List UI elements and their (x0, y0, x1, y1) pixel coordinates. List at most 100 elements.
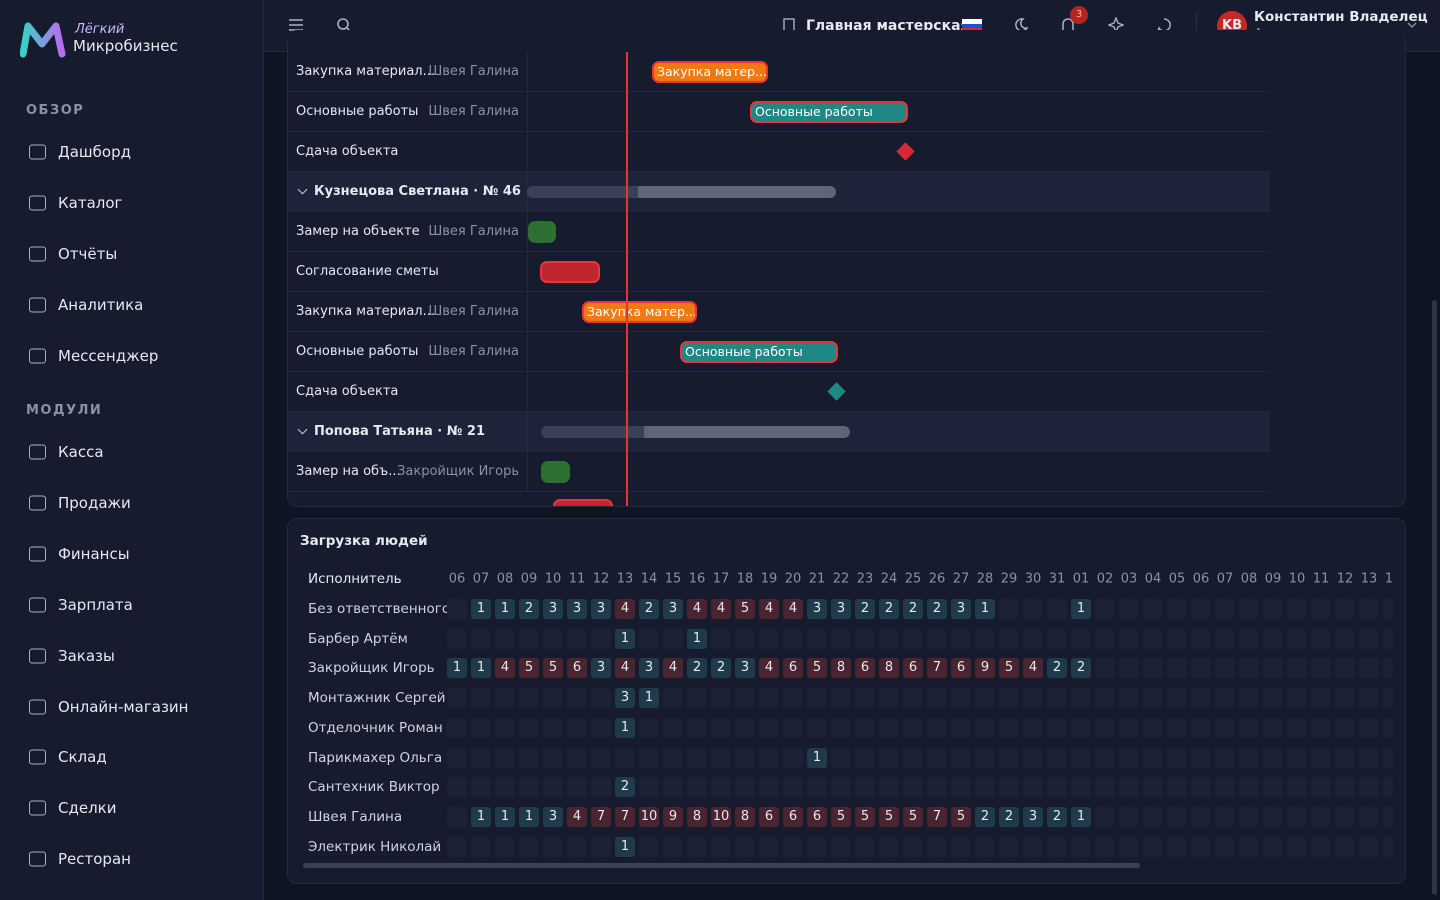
gantt-bar[interactable]: Основные работы (750, 101, 908, 123)
load-cell: 5 (831, 807, 851, 827)
day-label: 03 (1120, 571, 1138, 587)
task-row: Закупка материал... Швея Галина Закупка ма… (288, 52, 1270, 92)
load-cell (783, 777, 803, 797)
load-cell: 1 (615, 718, 635, 738)
load-cell (1359, 688, 1379, 708)
nav-icon[interactable] (29, 800, 46, 816)
day-label: 04 (1144, 571, 1162, 587)
load-cell (1119, 837, 1139, 857)
load-cell (975, 688, 995, 708)
load-cell (615, 748, 635, 768)
task-name: Сдача объекта (296, 384, 399, 399)
chevron[interactable] (1407, 22, 1417, 29)
chat-icon[interactable] (1156, 17, 1172, 33)
load-cell (831, 629, 851, 649)
day-label: 11 (568, 571, 586, 587)
day-label: 18 (736, 571, 754, 587)
nav-item[interactable]: Заказы (58, 646, 115, 665)
day-label: 29 (1000, 571, 1018, 587)
load-cell (759, 629, 779, 649)
nav-item[interactable]: Сделки (58, 799, 117, 818)
logo-top: Лёгкий (75, 22, 125, 37)
load-cell (567, 688, 587, 708)
load-cell (1383, 599, 1393, 619)
load-cell: 9 (663, 807, 683, 827)
load-cell (1119, 599, 1139, 619)
gantt-bar[interactable]: Закупка матер... (582, 301, 697, 323)
nav-icon[interactable] (29, 348, 46, 364)
day-label: 24 (880, 571, 898, 587)
load-cell (1095, 629, 1115, 649)
load-cell (879, 748, 899, 768)
load-cell: 4 (663, 658, 683, 678)
assignee-name: Электрик Николай (308, 839, 442, 855)
nav-item[interactable]: Мессенджер (58, 346, 159, 365)
load-cell (879, 688, 899, 708)
nav-icon[interactable] (29, 648, 46, 664)
load-cell (999, 777, 1019, 797)
load-cell (471, 748, 491, 768)
nav-item[interactable]: Касса (58, 443, 104, 461)
nav-item[interactable]: Каталог (58, 193, 123, 212)
gantt-bar[interactable]: Основные работы (680, 341, 838, 363)
nav-icon[interactable] (29, 444, 46, 460)
nav-item[interactable]: Дашборд (58, 143, 131, 161)
nav-icon[interactable] (29, 546, 46, 562)
nav-icon[interactable] (29, 495, 46, 511)
load-cell (663, 688, 683, 708)
task-row: Основные работы Швея Галина Основные работ… (288, 92, 1270, 132)
load-cell (903, 837, 923, 857)
nav-icon[interactable] (29, 699, 46, 714)
load-cell (759, 777, 779, 797)
nav-icon[interactable] (29, 749, 46, 765)
load-cell (1239, 688, 1259, 708)
load-cell (1263, 807, 1283, 827)
nav-item[interactable]: Отчёты (58, 244, 118, 263)
load-cell (1215, 807, 1235, 827)
nav-item[interactable]: Аналитика (58, 295, 144, 314)
load-cell (1263, 777, 1283, 797)
load-cell: 1 (1071, 807, 1091, 827)
nav-item[interactable]: Продажи (58, 493, 131, 512)
load-cell: 1 (615, 629, 635, 649)
load-cell (1359, 718, 1379, 738)
nav-item[interactable]: Финансы (58, 544, 130, 563)
load-cell (1095, 807, 1115, 827)
load-cell (1215, 688, 1235, 708)
load-cell (783, 837, 803, 857)
nav-icon[interactable] (29, 297, 46, 313)
gantt-bar[interactable] (540, 261, 600, 283)
load-cell (447, 718, 467, 738)
load-cell (855, 718, 875, 738)
nav-item[interactable]: Ресторан (58, 850, 131, 869)
load-cell: 2 (1047, 658, 1067, 678)
load-cell (591, 718, 611, 738)
load-cell: 4 (615, 658, 635, 678)
nav-icon[interactable] (29, 597, 46, 613)
today-line (626, 52, 628, 506)
nav-item[interactable]: Склад (58, 748, 107, 767)
nav-icon[interactable] (29, 851, 46, 867)
load-cell: 9 (975, 658, 995, 678)
nav-icon[interactable] (29, 246, 46, 262)
load-cell (927, 837, 947, 857)
load-cell (927, 748, 947, 768)
load-cell (975, 748, 995, 768)
group-title[interactable]: Кузнецова Светлана · № 46 (314, 184, 521, 199)
nav-item[interactable]: Зарплата (58, 595, 133, 614)
load-cell (735, 718, 755, 738)
load-cell (951, 777, 971, 797)
load-cell: 3 (543, 599, 563, 619)
nav-item[interactable]: Онлайн-магазин (58, 697, 189, 716)
group-title[interactable]: Попова Татьяна · № 21 (314, 424, 485, 439)
gantt-bar[interactable] (541, 461, 570, 483)
load-cell (1239, 748, 1259, 768)
nav-icon[interactable] (29, 195, 46, 211)
gantt-bar[interactable] (528, 221, 556, 243)
gantt-bar[interactable]: Закупка матер... (652, 61, 768, 83)
user-name[interactable]: Константин Владелец (1254, 9, 1428, 25)
nav-icon[interactable] (29, 144, 46, 160)
day-label: 15 (664, 571, 682, 587)
task-name: Закупка материал... (296, 304, 436, 319)
load-cell: 10 (639, 807, 659, 827)
